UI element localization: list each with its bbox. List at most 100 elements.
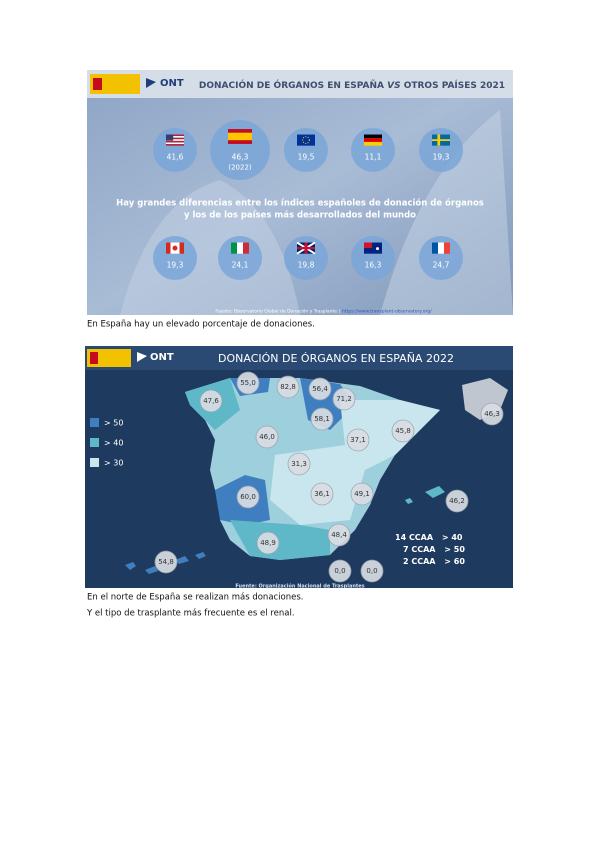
region-value: 60,0 bbox=[240, 493, 256, 501]
summary: 7 CCAA > 50 bbox=[403, 545, 465, 554]
map-region bbox=[340, 400, 440, 470]
country-bubble bbox=[419, 128, 463, 172]
region-value: 37,1 bbox=[350, 436, 366, 444]
flag-stripe bbox=[166, 136, 184, 138]
region-bubble bbox=[346, 428, 370, 452]
country-bubble bbox=[351, 236, 395, 280]
legend-swatch bbox=[90, 438, 99, 447]
country-bubble bbox=[419, 236, 463, 280]
country-value: 16,3 bbox=[365, 261, 382, 270]
summary-threshold: > 40 bbox=[442, 533, 463, 542]
caption: Y el tipo de trasplante más frecuente es… bbox=[86, 609, 295, 619]
country-bubble bbox=[218, 236, 262, 280]
country-value: 24,1 bbox=[232, 261, 249, 270]
region-bubble bbox=[360, 559, 384, 583]
region-value: 56,4 bbox=[312, 385, 328, 393]
country-value: 19,3 bbox=[433, 153, 450, 162]
header bbox=[85, 346, 513, 370]
flag-stripe bbox=[237, 242, 243, 254]
region-bubble bbox=[445, 489, 469, 513]
legend-swatch bbox=[90, 418, 99, 427]
region-value: 48,4 bbox=[331, 531, 347, 539]
region-bubble bbox=[236, 371, 260, 395]
country-value: 19,3 bbox=[167, 261, 184, 270]
country-value: 11,1 bbox=[365, 153, 382, 162]
logo: ONT bbox=[150, 352, 174, 363]
region-bubble bbox=[332, 387, 356, 411]
region-value: 0,0 bbox=[334, 567, 345, 575]
map-region bbox=[230, 520, 330, 560]
legend-label: > 40 bbox=[104, 439, 123, 448]
summary-count: 7 bbox=[403, 545, 409, 554]
flag-stripe bbox=[231, 242, 237, 254]
legend-swatch bbox=[90, 458, 99, 467]
region-bubble bbox=[328, 559, 352, 583]
country-value: 19,5 bbox=[298, 153, 315, 162]
region-value: 45,8 bbox=[395, 427, 411, 435]
logo-icon bbox=[146, 78, 156, 88]
region-bubble bbox=[350, 482, 374, 506]
flag-stripe bbox=[364, 138, 382, 142]
logo: ONT bbox=[160, 78, 184, 89]
region-value: 82,8 bbox=[280, 383, 296, 391]
flag-stripe bbox=[364, 141, 382, 146]
flag-stripe bbox=[166, 142, 184, 145]
source-url: https://www.transplant-observatory.org/ bbox=[342, 309, 432, 315]
country-value: 41,6 bbox=[167, 153, 184, 162]
flag-cross bbox=[297, 246, 315, 250]
country-bubble bbox=[284, 128, 328, 172]
flag-leaf bbox=[172, 245, 178, 251]
region-value: 46,0 bbox=[259, 433, 275, 441]
source: Fuente: Organización Nacional de Traspla… bbox=[235, 583, 364, 590]
flag-stripe bbox=[228, 129, 252, 133]
photo-shape bbox=[380, 110, 513, 315]
flag-stripe bbox=[166, 139, 184, 141]
flag-stripe bbox=[243, 242, 249, 254]
region-value: 48,9 bbox=[260, 539, 276, 547]
region-value: 71,2 bbox=[336, 395, 352, 403]
region-bubble bbox=[255, 425, 279, 449]
region-value: 0,0 bbox=[366, 567, 377, 575]
region-bubble bbox=[310, 482, 334, 506]
title: DONACIÓN DE ÓRGANOS EN ESPAÑA VS OTROS P… bbox=[199, 79, 505, 91]
ministry-logo bbox=[90, 74, 140, 94]
flag-stripe bbox=[432, 242, 438, 254]
ministry-crest bbox=[93, 78, 102, 90]
country-value: 46,3 bbox=[232, 153, 249, 162]
region-value: 46,2 bbox=[449, 497, 465, 505]
region-bubble bbox=[308, 377, 332, 401]
summary-unit: CCAA bbox=[411, 545, 436, 554]
summary-unit: CCAA bbox=[409, 533, 434, 542]
flag-stripe bbox=[444, 242, 450, 254]
summary: 2 CCAA > 60 bbox=[403, 557, 465, 566]
region-bubble bbox=[287, 452, 311, 476]
region-bubble bbox=[256, 531, 280, 555]
region-bubble bbox=[154, 550, 178, 574]
legend-label: > 50 bbox=[104, 419, 123, 428]
country-bubble bbox=[153, 128, 197, 172]
region-bubble bbox=[327, 523, 351, 547]
country-bubble bbox=[284, 236, 328, 280]
title-part: VS bbox=[387, 81, 400, 91]
summary-count: 2 bbox=[403, 557, 409, 566]
region-value: 58,1 bbox=[314, 415, 330, 423]
region-bubble bbox=[236, 485, 260, 509]
summary: 14 CCAA > 40 bbox=[395, 533, 463, 542]
summary-unit: CCAA bbox=[411, 557, 436, 566]
region-bubble bbox=[391, 419, 415, 443]
flag-canton bbox=[364, 242, 373, 249]
region-bubble bbox=[310, 407, 334, 431]
flag-stripe bbox=[166, 140, 184, 143]
region-value: 54,8 bbox=[158, 558, 174, 566]
flag-stripe bbox=[228, 136, 252, 141]
map-islands bbox=[125, 552, 206, 574]
legend-label: > 30 bbox=[104, 459, 123, 468]
region-value: 47,6 bbox=[203, 397, 219, 405]
flag-field bbox=[364, 242, 382, 254]
flag-stripe bbox=[228, 140, 252, 144]
title: DONACIÓN DE ÓRGANOS EN ESPAÑA 2022 bbox=[218, 352, 454, 365]
country-note: (2022) bbox=[228, 164, 252, 172]
caption: En España hay un elevado porcentaje de d… bbox=[87, 320, 315, 330]
region-value: 36,1 bbox=[314, 490, 330, 498]
